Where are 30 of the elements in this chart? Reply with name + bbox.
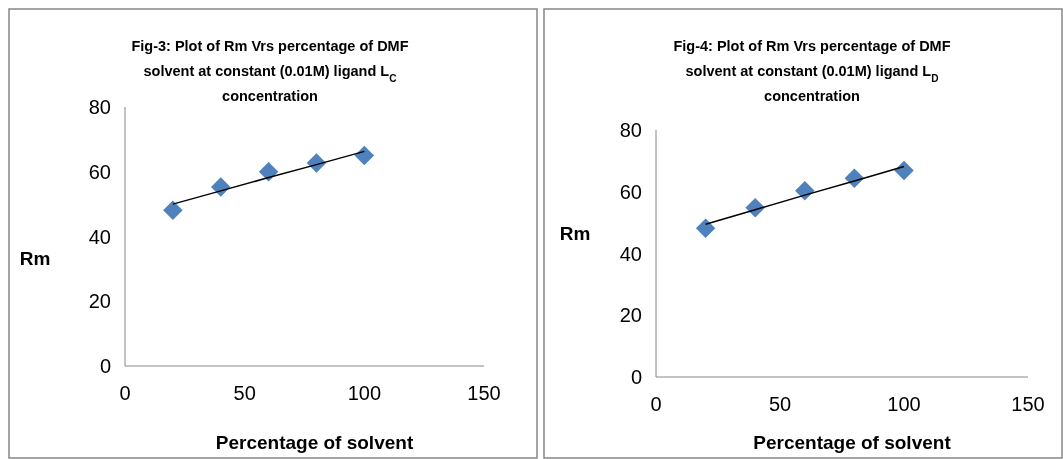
x-tick-label: 0 bbox=[650, 393, 662, 415]
x-tick-label: 100 bbox=[347, 382, 382, 404]
point bbox=[795, 181, 815, 201]
x-tick-label: 50 bbox=[233, 382, 256, 404]
x-tick-label: 150 bbox=[1011, 393, 1045, 415]
x-axis-title: Percentage of solvent bbox=[753, 432, 952, 453]
y-tick-label: 0 bbox=[630, 366, 642, 388]
x-axis-title: Percentage of solvent bbox=[215, 432, 414, 453]
y-tick-label: 40 bbox=[619, 242, 642, 265]
point bbox=[894, 160, 914, 181]
y-axis-title: Rm bbox=[19, 248, 51, 269]
x-tick-label: 100 bbox=[887, 393, 921, 415]
x-tick-label: 0 bbox=[119, 382, 131, 404]
chart-title: Fig-4: Plot of Rm Vrs percentage of DMF solvent at constant (0.01M) ligand L$_{D}$ concentration bbox=[673, 38, 951, 104]
y-tick-label: 80 bbox=[88, 96, 111, 118]
y-tick-label: 20 bbox=[619, 304, 642, 327]
y-axis-title: Rm bbox=[559, 223, 591, 244]
x-tick-label: 150 bbox=[467, 382, 501, 404]
y-tick-label: 60 bbox=[619, 180, 642, 203]
x-tick-label: 50 bbox=[768, 393, 792, 415]
point bbox=[354, 145, 375, 166]
y-tick-label: 0 bbox=[99, 355, 111, 377]
y-tick-label: 80 bbox=[619, 119, 642, 141]
y-tick-label: 40 bbox=[88, 225, 111, 248]
y-tick-label: 60 bbox=[88, 160, 111, 183]
chart-title: Fig-3: Plot of Rm Vrs percentage of DMF solvent at constant (0.01M) ligand L$_{C}$ concentration bbox=[131, 38, 409, 104]
y-tick-label: 20 bbox=[88, 290, 111, 313]
point bbox=[695, 218, 716, 238]
point bbox=[258, 162, 279, 182]
point bbox=[163, 200, 183, 221]
